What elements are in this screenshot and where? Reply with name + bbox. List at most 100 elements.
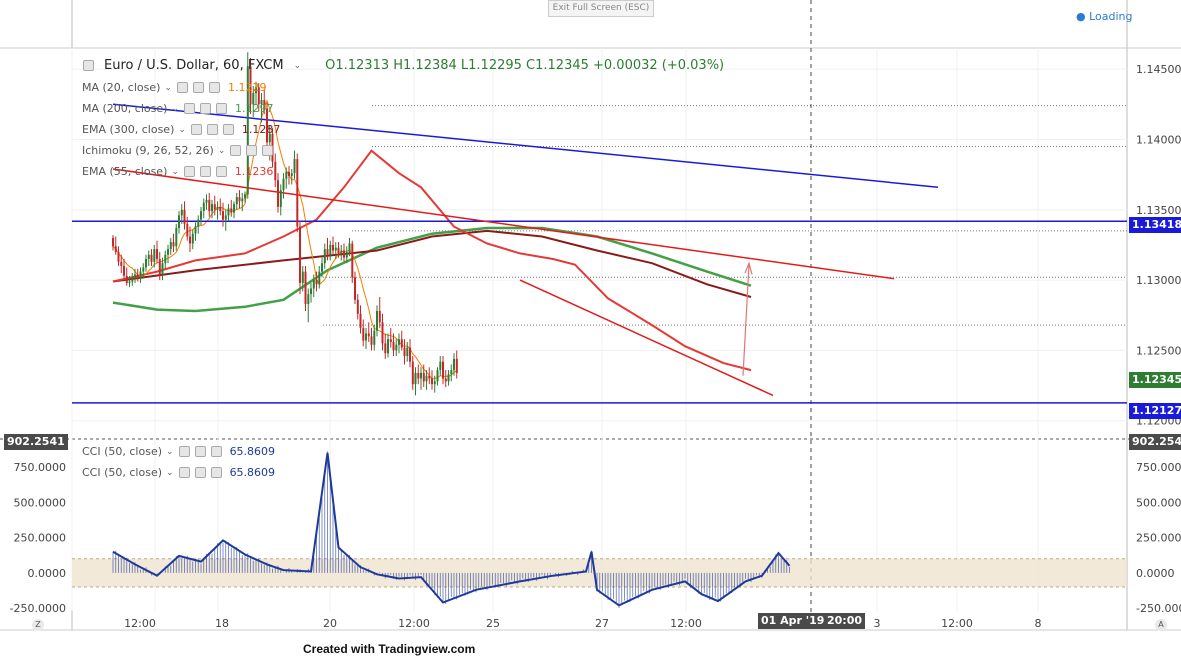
candle-body — [120, 261, 123, 266]
zoom-icon[interactable]: Z — [32, 619, 44, 631]
candle-body — [384, 343, 387, 354]
candle-body — [340, 250, 343, 254]
close-icon[interactable] — [262, 145, 274, 156]
close-icon[interactable] — [222, 124, 234, 135]
settings-icon[interactable] — [246, 145, 258, 156]
chevron-down-icon[interactable]: ⌄ — [164, 82, 172, 93]
candle-body — [260, 100, 263, 105]
candle-body — [439, 361, 442, 371]
ma-line — [112, 226, 752, 313]
exit-fullscreen-button[interactable]: Exit Full Screen (ESC) — [548, 0, 654, 17]
settings-icon[interactable] — [199, 103, 211, 114]
candle-body — [348, 243, 351, 252]
indicator-legend-row[interactable]: MA (20, close) ⌄ 1.1229 — [82, 81, 266, 94]
auto-scale-icon[interactable]: A — [1155, 619, 1167, 631]
candle-body — [400, 339, 403, 348]
candle-body — [392, 342, 395, 351]
chevron-down-icon[interactable]: ⌄ — [166, 446, 174, 457]
candle-body — [139, 271, 142, 279]
candle-body — [387, 339, 389, 354]
close-icon[interactable] — [215, 103, 227, 114]
candle-body — [395, 344, 398, 351]
time-tick-label: 3 — [874, 617, 881, 630]
chevron-down-icon[interactable]: ⌄ — [171, 166, 179, 177]
eye-icon[interactable] — [178, 467, 190, 478]
settings-icon[interactable] — [206, 124, 218, 135]
price-tag-upper-level: 1.13418 — [1129, 217, 1181, 233]
candle-body — [389, 339, 392, 342]
candle-body — [321, 263, 323, 272]
cci-label: CCI (50, close) — [82, 466, 163, 479]
chevron-down-icon[interactable]: ⌄ — [166, 467, 174, 478]
cci-tick-label-left: 750.0000 — [14, 461, 67, 474]
indicator-legend-row[interactable]: MA (200, close) ⌄ 1.1297 — [82, 102, 273, 115]
candle-body — [268, 133, 271, 143]
candle-body — [197, 219, 200, 227]
indicator-legend-row[interactable]: Ichimoku (9, 26, 52, 26) ⌄ — [82, 144, 281, 157]
settings-icon[interactable] — [199, 166, 211, 177]
candle-body — [183, 209, 186, 224]
close-icon[interactable] — [215, 166, 227, 177]
candle-body — [417, 372, 420, 379]
candle-body — [123, 266, 125, 276]
cci-tick-label-right: 500.0000 — [1136, 496, 1181, 509]
cci-tick-label-right: 750.0000 — [1136, 461, 1181, 474]
close-icon[interactable] — [210, 467, 222, 478]
candle-body — [365, 333, 367, 341]
candle-body — [277, 180, 279, 207]
indicator-legend-row[interactable]: EMA (300, close) ⌄ 1.1287 — [82, 123, 280, 136]
candle-body — [241, 198, 244, 202]
settings-icon[interactable] — [194, 467, 206, 478]
candle-body — [255, 87, 257, 93]
credit-text: Created with Tradingview.com — [303, 642, 476, 656]
candle-body — [453, 358, 455, 371]
candle-body — [422, 372, 425, 382]
candle-body — [178, 215, 180, 229]
crosshair-price-right: 902.254 — [1129, 434, 1181, 450]
candle-body — [381, 322, 384, 344]
candle-body — [356, 299, 359, 314]
cci-legend-row[interactable]: CCI (50, close) ⌄ 65.8609 — [82, 445, 275, 458]
eye-icon[interactable] — [178, 446, 190, 457]
chevron-down-icon[interactable]: ⌄ — [178, 124, 186, 135]
chevron-down-icon[interactable]: ⌄ — [217, 145, 226, 156]
candle-body — [318, 271, 321, 285]
eye-icon[interactable] — [230, 145, 242, 156]
indicator-label: MA (200, close) — [82, 102, 168, 115]
indicator-value: 1.1236 — [234, 165, 274, 178]
candle-body — [205, 199, 208, 203]
settings-icon[interactable] — [192, 82, 204, 93]
chevron-down-icon[interactable]: ⌄ — [171, 103, 179, 114]
moving-averages — [112, 99, 752, 380]
cci-legend-row[interactable]: CCI (50, close) ⌄ 65.8609 — [82, 466, 275, 479]
symbol-title[interactable]: Euro / U.S. Dollar, 60, FXCM — [104, 58, 284, 73]
close-icon[interactable] — [208, 82, 220, 93]
candle-body — [257, 87, 260, 105]
eye-icon[interactable] — [190, 124, 202, 135]
candle-body — [378, 311, 381, 323]
chevron-down-icon[interactable]: ⌄ — [293, 60, 302, 71]
candle-body — [150, 254, 153, 262]
settings-icon[interactable] — [194, 446, 206, 457]
candle-body — [235, 197, 238, 205]
trendlines[interactable] — [72, 103, 1127, 404]
candle-body — [200, 211, 202, 220]
candle-body — [230, 208, 233, 213]
candle-body — [315, 280, 318, 285]
candle-body — [249, 66, 252, 105]
collapse-icon[interactable] — [83, 60, 94, 71]
eye-icon[interactable] — [176, 82, 188, 93]
eye-icon[interactable] — [183, 166, 195, 177]
loading-label: Loading — [1089, 10, 1133, 23]
candle-body — [186, 223, 189, 237]
candle-body — [345, 252, 348, 258]
eye-icon[interactable] — [183, 103, 195, 114]
indicator-label: EMA (55, close) — [82, 165, 168, 178]
indicator-legend-row[interactable]: EMA (55, close) ⌄ 1.1236 — [82, 165, 273, 178]
candle-body — [156, 249, 158, 259]
trendline — [519, 279, 774, 397]
candle-body — [362, 327, 365, 341]
candle-body — [117, 252, 120, 262]
close-icon[interactable] — [210, 446, 222, 457]
